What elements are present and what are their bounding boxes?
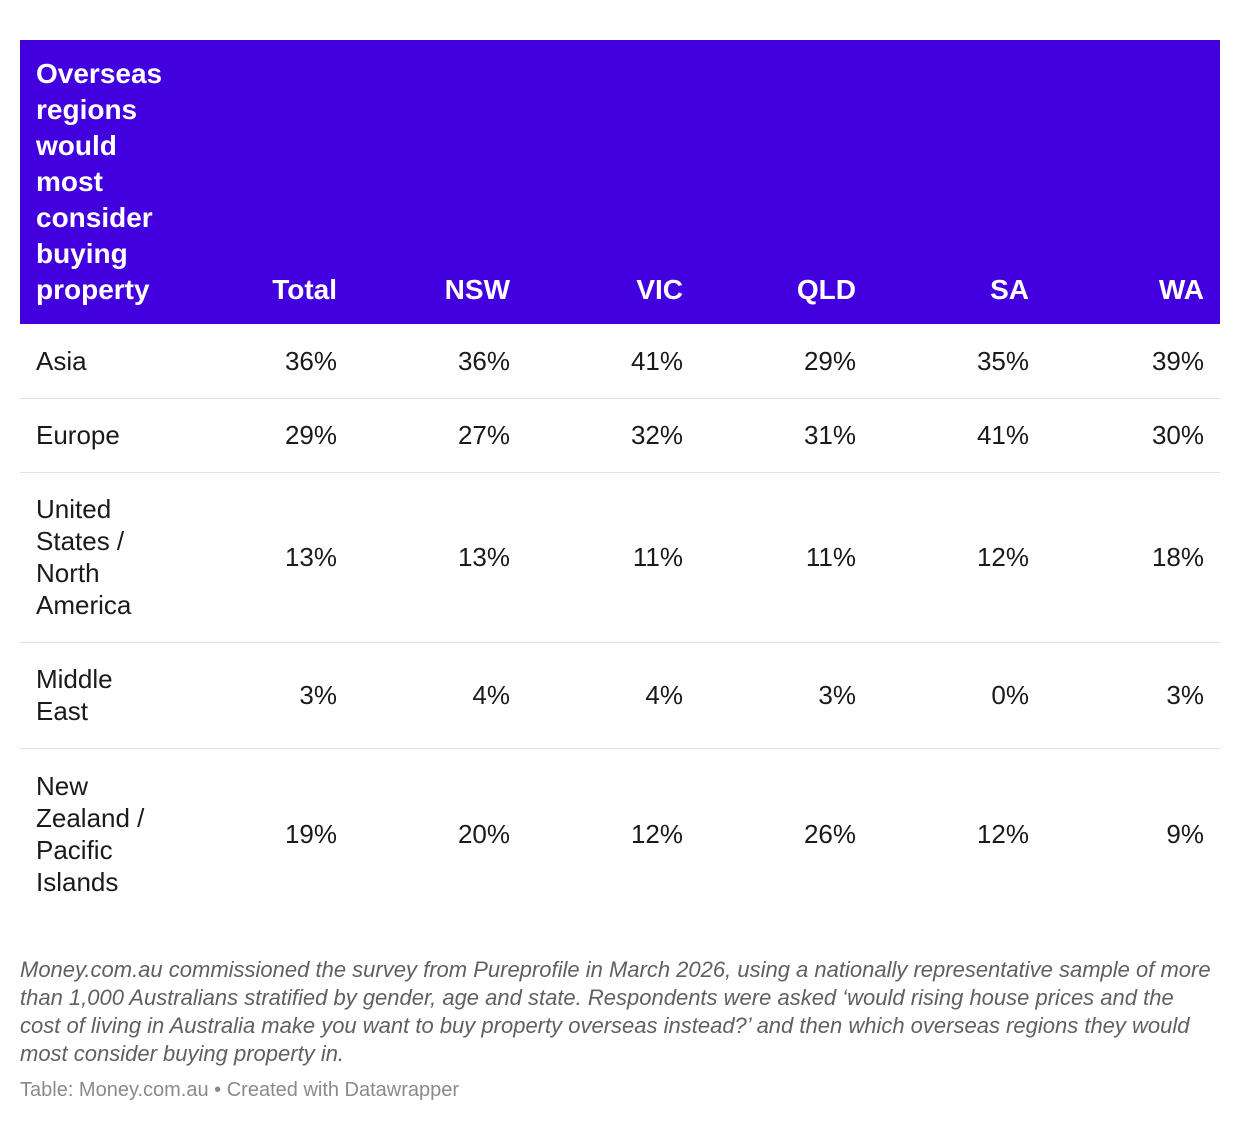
column-header-nsw[interactable]: NSW [444, 274, 510, 305]
table-cell: 39% [1045, 324, 1220, 399]
table-notes: Money.com.au commissioned the survey fro… [20, 957, 1211, 1066]
table-cell: 3% [1045, 642, 1220, 749]
table-cell: 3% [180, 642, 353, 749]
table-row: New Zealand / Pacific Islands 19% 20% 12… [20, 748, 1220, 920]
table-cell: 41% [526, 324, 699, 399]
table-cell: 0% [872, 642, 1045, 749]
table-cell: 31% [699, 398, 872, 473]
table-cell: 27% [353, 398, 526, 473]
row-label: Europe [20, 398, 180, 473]
row-label: Asia [20, 324, 180, 399]
column-header-qld[interactable]: QLD [796, 274, 856, 305]
table-cell: 35% [872, 324, 1045, 399]
table-cell: 4% [526, 642, 699, 749]
table-cell: 4% [353, 642, 526, 749]
column-header-vic[interactable]: VIC [636, 274, 683, 305]
row-label: New Zealand / Pacific Islands [36, 771, 145, 898]
table-cell: 12% [976, 819, 1029, 850]
data-table: Overseas regions would most consider buy… [20, 40, 1220, 920]
table-cell: 32% [526, 398, 699, 473]
table-cell: 11% [699, 472, 872, 643]
table-cell: 29% [699, 324, 872, 399]
table-cell: 20% [457, 819, 510, 850]
table-cell: 41% [872, 398, 1045, 473]
table-cell: 11% [526, 472, 699, 643]
table-cell: 9% [1166, 819, 1204, 850]
table-cell: 30% [1045, 398, 1220, 473]
table-cell: 13% [180, 472, 353, 643]
table-cell: 26% [803, 819, 856, 850]
table-row: Asia 36% 36% 41% 29% 35% 39% [20, 324, 1220, 399]
table-row: Europe 29% 27% 32% 31% 41% 30% [20, 398, 1220, 473]
table-cell: 12% [630, 819, 683, 850]
table-cell: 13% [353, 472, 526, 643]
table-cell: 36% [180, 324, 353, 399]
column-header-total[interactable]: Total [272, 274, 337, 305]
data-table-container: Overseas regions would most consider buy… [20, 40, 1220, 920]
table-cell: 18% [1045, 472, 1220, 643]
column-header-wa[interactable]: WA [1158, 274, 1204, 305]
table-cell: 19% [284, 819, 337, 850]
row-label: United States / North America [20, 472, 180, 643]
table-row: Middle East 3% 4% 4% 3% 0% 3% [20, 642, 1220, 749]
table-row: United States / North America 13% 13% 11… [20, 472, 1220, 643]
row-label: Middle East [20, 642, 180, 749]
table-header-row: Overseas regions would most consider buy… [20, 40, 1220, 324]
table-cell: 36% [353, 324, 526, 399]
column-header-sa[interactable]: SA [990, 274, 1029, 305]
column-header-region[interactable]: Overseas regions would most consider buy… [36, 58, 163, 305]
table-cell: 29% [180, 398, 353, 473]
table-cell: 12% [872, 472, 1045, 643]
source-byline: Table: Money.com.au • Created with Dataw… [20, 1079, 460, 1101]
table-cell: 3% [699, 642, 872, 749]
